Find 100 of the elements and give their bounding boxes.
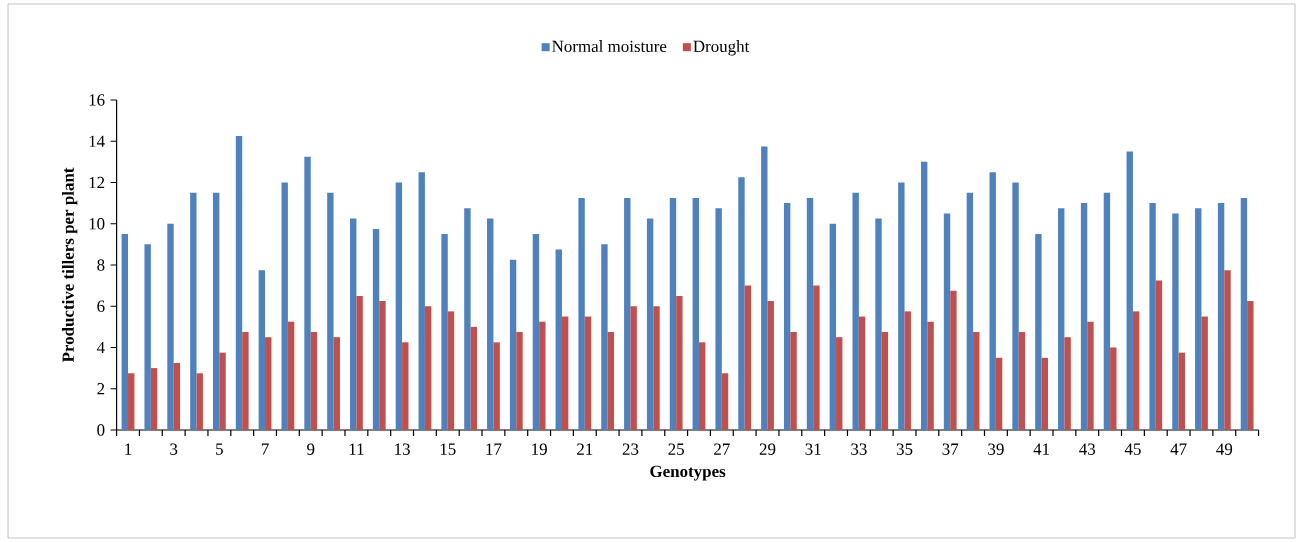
x-tick-label: 19 — [532, 443, 547, 455]
bar — [144, 244, 151, 430]
bar — [607, 332, 615, 430]
x-tick-label: 11 — [349, 443, 364, 455]
bar — [836, 337, 843, 430]
bar — [379, 301, 386, 430]
bar — [676, 295, 683, 430]
bar — [1012, 182, 1019, 430]
bar — [1018, 332, 1026, 430]
bar — [973, 332, 980, 430]
bar — [493, 342, 500, 430]
bar — [669, 197, 677, 430]
y-axis-title: Productive tillers per plant — [61, 167, 78, 363]
bar — [699, 342, 706, 430]
bar — [761, 146, 768, 430]
bar — [287, 321, 295, 430]
x-tick-label: 33 — [851, 443, 867, 455]
bar — [767, 301, 774, 430]
bar — [561, 316, 569, 430]
bar — [1035, 234, 1042, 430]
bar — [881, 332, 889, 430]
bar — [927, 321, 934, 430]
bar — [235, 136, 243, 430]
bar — [578, 197, 585, 430]
bar — [1201, 316, 1208, 430]
bar — [692, 197, 699, 430]
x-tick-label: 29 — [759, 443, 776, 455]
bar — [966, 192, 974, 430]
bar — [829, 223, 837, 430]
legend-label: Drought — [693, 40, 750, 56]
bar — [738, 177, 745, 430]
bar — [372, 228, 380, 430]
bar — [539, 321, 546, 430]
x-tick-label: 5 — [216, 443, 223, 455]
bar — [1132, 311, 1140, 430]
x-tick-label: 9 — [307, 443, 315, 455]
x-tick-label: 27 — [714, 443, 730, 455]
bar — [904, 311, 911, 430]
bar — [715, 208, 722, 430]
bar — [310, 332, 318, 430]
bar — [1087, 321, 1094, 430]
bar — [1247, 301, 1254, 430]
y-tick-label: 0 — [97, 424, 105, 436]
bar — [447, 311, 455, 430]
x-axis-title: Genotypes — [650, 465, 726, 481]
bar — [898, 182, 905, 430]
x-tick-label: 1 — [125, 443, 132, 455]
bar — [1178, 352, 1186, 430]
legend-label: Normal moisture — [552, 40, 667, 53]
bar — [441, 234, 448, 430]
bar — [721, 373, 729, 430]
bar — [950, 290, 957, 430]
bar — [1080, 203, 1088, 430]
x-tick-label: 7 — [261, 443, 269, 455]
bar — [418, 172, 425, 430]
bar — [350, 218, 357, 430]
bar — [646, 218, 654, 430]
x-tick-label: 15 — [440, 443, 456, 455]
x-tick-label: 25 — [668, 443, 684, 455]
bar — [1110, 347, 1117, 430]
bar — [333, 337, 340, 430]
bar — [327, 192, 334, 430]
y-tick-label: 4 — [96, 341, 105, 354]
bar — [167, 223, 174, 430]
bar — [487, 218, 494, 430]
bar — [516, 332, 523, 430]
x-tick-label: 23 — [622, 443, 639, 455]
bar — [532, 234, 540, 430]
bar — [212, 192, 220, 430]
bar — [584, 316, 592, 430]
bar — [150, 368, 158, 430]
bar — [783, 203, 791, 430]
x-tick-label: 49 — [1216, 443, 1233, 455]
x-tick-label: 41 — [1033, 443, 1050, 455]
bar — [790, 332, 797, 430]
bar — [121, 234, 129, 430]
x-tick-label: 13 — [395, 443, 410, 455]
bar — [943, 213, 951, 430]
bar — [190, 192, 197, 430]
bar — [128, 373, 135, 430]
bar — [1172, 213, 1179, 430]
bar — [1149, 203, 1156, 430]
y-tick-label: 8 — [97, 259, 105, 271]
bar — [424, 306, 432, 430]
bar — [1155, 280, 1163, 430]
y-tick-label: 16 — [89, 94, 105, 106]
bar — [258, 270, 266, 430]
bar — [464, 208, 471, 430]
bar — [1217, 203, 1225, 430]
x-tick-label: 45 — [1124, 443, 1141, 455]
bar — [265, 337, 272, 430]
bar — [858, 316, 866, 430]
x-tick-label: 21 — [577, 443, 593, 455]
x-tick-label: 47 — [1170, 443, 1187, 455]
bar — [509, 259, 517, 430]
bar — [470, 326, 477, 430]
bar — [630, 306, 637, 430]
bar — [852, 192, 859, 430]
bar — [601, 244, 608, 430]
bar — [624, 197, 631, 430]
